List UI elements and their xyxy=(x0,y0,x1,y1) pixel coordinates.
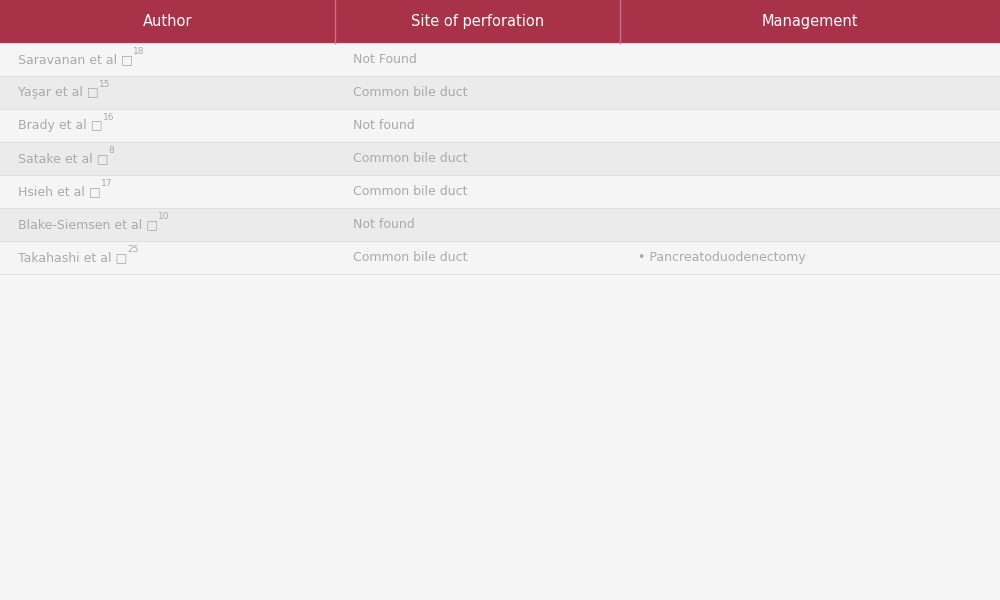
Text: Blake-Siemsen et al □: Blake-Siemsen et al □ xyxy=(18,218,158,231)
Text: Common bile duct: Common bile duct xyxy=(353,251,468,264)
FancyBboxPatch shape xyxy=(0,142,1000,175)
Text: 18: 18 xyxy=(133,47,144,56)
Text: Author: Author xyxy=(143,14,192,29)
Text: Hsieh et al □: Hsieh et al □ xyxy=(18,185,101,198)
Text: 8: 8 xyxy=(108,146,114,155)
Text: Common bile duct: Common bile duct xyxy=(353,86,468,99)
Text: Not found: Not found xyxy=(353,218,415,231)
Text: Takahashi et al □: Takahashi et al □ xyxy=(18,251,127,264)
Text: 16: 16 xyxy=(103,113,114,122)
Text: • Pancreatoduodenectomy: • Pancreatoduodenectomy xyxy=(638,251,806,264)
Text: Brady et al □: Brady et al □ xyxy=(18,119,103,132)
Text: Not Found: Not Found xyxy=(353,53,417,66)
Text: Yaşar et al □: Yaşar et al □ xyxy=(18,86,99,99)
Text: Common bile duct: Common bile duct xyxy=(353,185,468,198)
Text: 25: 25 xyxy=(127,245,139,254)
FancyBboxPatch shape xyxy=(0,208,1000,241)
Text: 17: 17 xyxy=(101,179,112,188)
FancyBboxPatch shape xyxy=(0,109,1000,142)
Text: Satake et al □: Satake et al □ xyxy=(18,152,108,165)
FancyBboxPatch shape xyxy=(0,43,1000,76)
FancyBboxPatch shape xyxy=(0,0,335,43)
FancyBboxPatch shape xyxy=(0,241,1000,274)
FancyBboxPatch shape xyxy=(0,76,1000,109)
FancyBboxPatch shape xyxy=(620,0,1000,43)
Text: Common bile duct: Common bile duct xyxy=(353,152,468,165)
Text: Not found: Not found xyxy=(353,119,415,132)
Text: 10: 10 xyxy=(158,212,170,221)
Text: Management: Management xyxy=(762,14,858,29)
Text: Site of perforation: Site of perforation xyxy=(411,14,544,29)
Text: 15: 15 xyxy=(99,80,110,89)
FancyBboxPatch shape xyxy=(0,175,1000,208)
Text: Saravanan et al □: Saravanan et al □ xyxy=(18,53,133,66)
FancyBboxPatch shape xyxy=(335,0,620,43)
